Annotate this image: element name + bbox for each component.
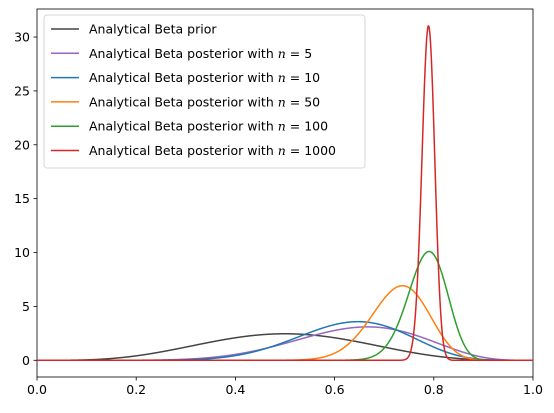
legend-label-0: Analytical Beta prior <box>89 22 217 37</box>
y-tick-label: 5 <box>22 299 30 314</box>
x-tick-label: 1.0 <box>523 382 543 397</box>
legend-label-2: Analytical Beta posterior with n = 10 <box>89 70 320 85</box>
legend-label-text: Analytical Beta posterior with <box>89 70 278 85</box>
series-line-0 <box>37 333 533 362</box>
legend-n-equals: = <box>286 46 304 61</box>
legend-label-text: Analytical Beta posterior with <box>89 143 278 158</box>
y-tick-label: 20 <box>14 137 30 152</box>
y-tick-label: 25 <box>14 83 30 98</box>
y-tick-label: 30 <box>14 30 30 45</box>
plot-area-frame <box>36 8 534 378</box>
legend-n-value: 50 <box>304 94 320 109</box>
x-tick-label: 0.0 <box>27 382 47 397</box>
x-tick-label: 0.6 <box>325 382 345 397</box>
legend: Analytical Beta prior Analytical Beta pos… <box>43 14 366 169</box>
legend-n-symbol: n <box>278 119 286 134</box>
y-axis: 0 5 10 15 20 25 30 <box>14 30 37 368</box>
legend-label-text: Analytical Beta posterior with <box>89 46 278 61</box>
legend-n-equals: = <box>286 70 304 85</box>
legend-label-4: Analytical Beta posterior with n = 100 <box>89 119 328 134</box>
legend-label-5: Analytical Beta posterior with n = 1000 <box>89 143 336 158</box>
series-line-5 <box>37 25 533 362</box>
legend-n-symbol: n <box>278 143 286 158</box>
x-tick-label: 0.2 <box>126 382 146 397</box>
legend-n-symbol: n <box>278 70 286 85</box>
legend-n-value: 5 <box>304 46 312 61</box>
y-tick-label: 10 <box>14 245 30 260</box>
legend-n-symbol: n <box>278 94 286 109</box>
series-layer <box>37 25 533 362</box>
legend-label-text: Analytical Beta posterior with <box>89 94 278 109</box>
legend-label-text: Analytical Beta prior <box>89 22 217 37</box>
legend-label-1: Analytical Beta posterior with n = 5 <box>89 46 312 61</box>
legend-n-equals: = <box>286 143 304 158</box>
legend-n-value: 100 <box>304 119 328 134</box>
series-line-3 <box>37 285 533 362</box>
y-tick-label: 15 <box>14 191 30 206</box>
legend-label-text: Analytical Beta posterior with <box>89 119 278 134</box>
legend-n-equals: = <box>286 94 304 109</box>
legend-label-3: Analytical Beta posterior with n = 50 <box>89 94 320 109</box>
x-tick-label: 0.4 <box>225 382 245 397</box>
legend-n-equals: = <box>286 119 304 134</box>
legend-box <box>43 14 366 169</box>
legend-n-value: 1000 <box>304 143 336 158</box>
legend-n-value: 10 <box>304 70 320 85</box>
y-tick-label: 0 <box>22 353 30 368</box>
x-axis: 0.0 0.2 0.4 0.6 0.8 1.0 <box>27 377 543 397</box>
legend-n-symbol: n <box>278 46 286 61</box>
x-tick-label: 0.8 <box>424 382 444 397</box>
